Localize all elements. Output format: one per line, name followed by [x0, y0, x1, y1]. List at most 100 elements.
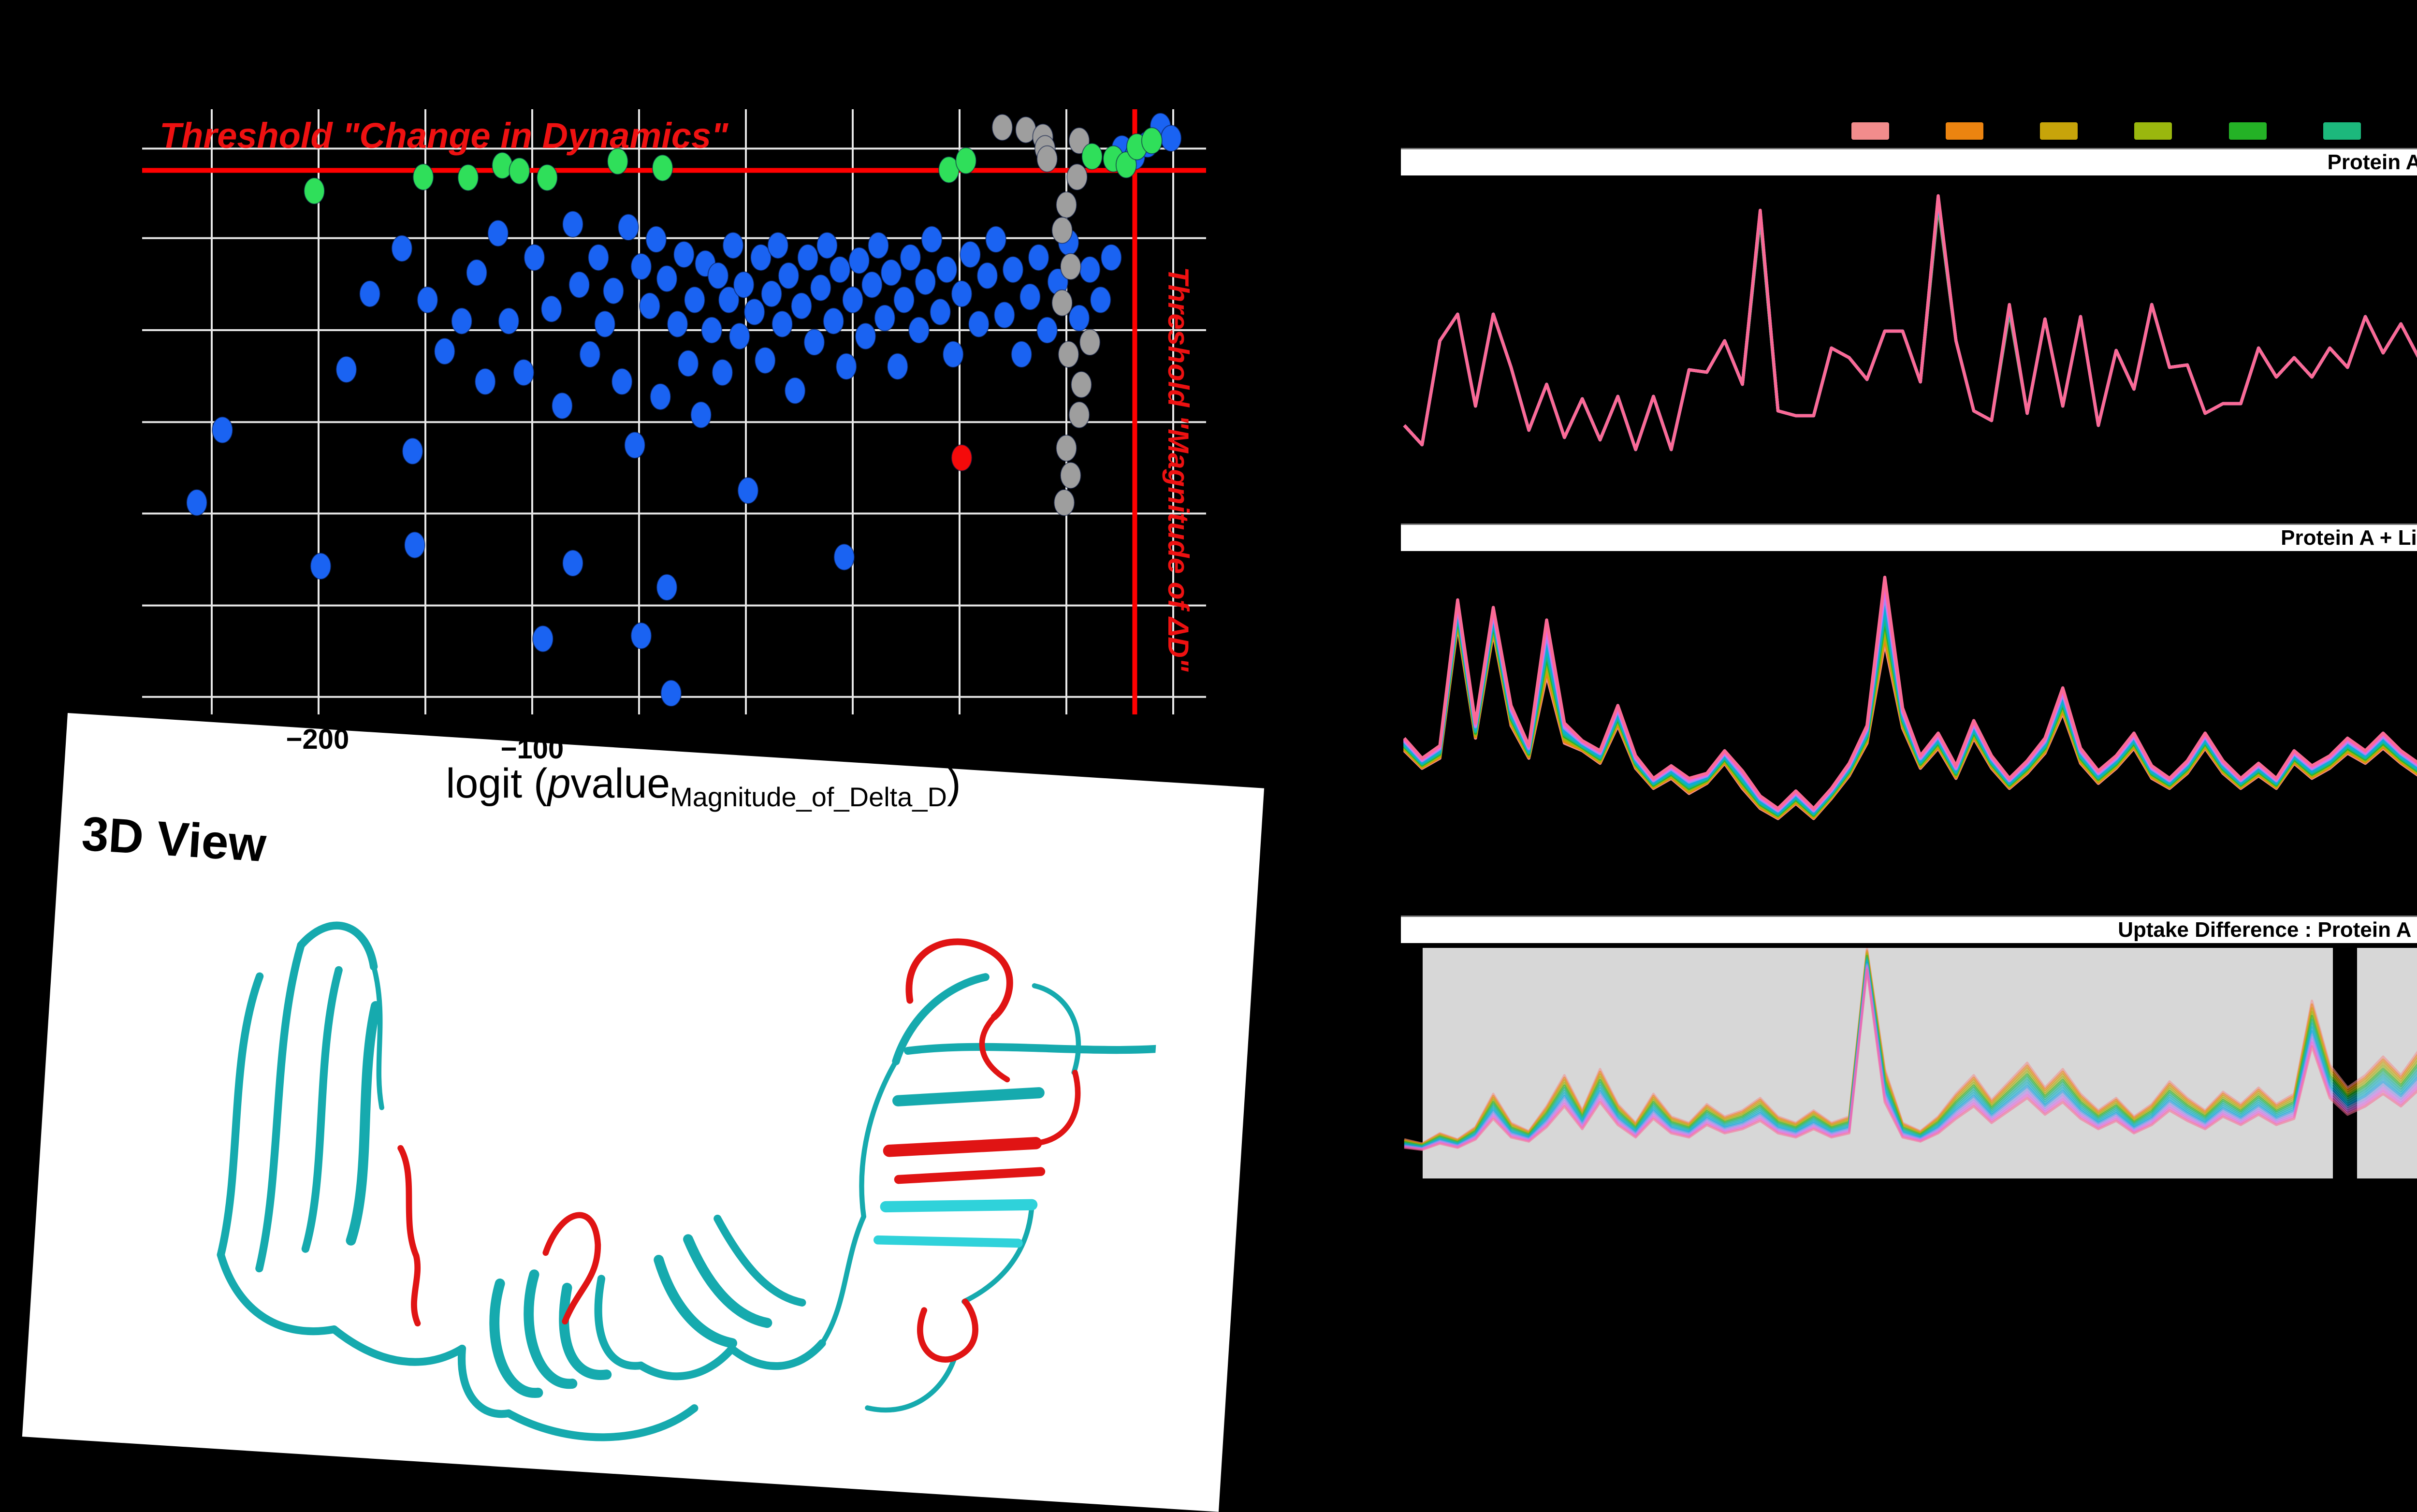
volcano-point-blue[interactable]	[310, 552, 332, 580]
volcano-point-blue[interactable]	[778, 262, 800, 290]
uptake-series-line-10[interactable]	[1404, 963, 2417, 1151]
volcano-point-gray[interactable]	[1051, 217, 1073, 244]
volcano-point-blue[interactable]	[451, 307, 473, 335]
uptake-series-line-13[interactable]	[1404, 968, 2417, 1152]
uptake-series-line-1[interactable]	[1403, 204, 2417, 462]
volcano-point-blue[interactable]	[684, 286, 705, 314]
volcano-point-gray[interactable]	[1056, 191, 1077, 218]
volcano-point-blue[interactable]	[993, 301, 1015, 329]
volcano-point-blue[interactable]	[391, 234, 413, 262]
volcano-point-blue[interactable]	[690, 401, 712, 429]
volcano-point-green[interactable]	[1115, 151, 1137, 179]
volcano-point-blue[interactable]	[1019, 283, 1041, 311]
volcano-point-blue[interactable]	[404, 531, 425, 559]
volcano-point-blue[interactable]	[673, 241, 695, 268]
volcano-point-blue[interactable]	[718, 286, 740, 314]
volcano-point-blue[interactable]	[639, 292, 661, 320]
volcano-point-blue[interactable]	[532, 625, 554, 653]
volcano-point-blue[interactable]	[900, 244, 921, 271]
volcano-point-blue[interactable]	[551, 392, 573, 420]
volcano-point-green[interactable]	[607, 147, 628, 175]
volcano-point-blue[interactable]	[761, 280, 783, 307]
volcano-point-blue[interactable]	[630, 622, 652, 650]
volcano-point-blue[interactable]	[579, 341, 601, 368]
volcano-point-green[interactable]	[509, 157, 530, 185]
volcano-point-blue[interactable]	[701, 316, 723, 344]
volcano-point-blue[interactable]	[1079, 256, 1101, 283]
volcano-point-blue[interactable]	[842, 286, 863, 314]
volcano-point-gray[interactable]	[1060, 462, 1081, 489]
volcano-point-blue[interactable]	[733, 271, 755, 299]
volcano-point-blue[interactable]	[868, 232, 889, 259]
volcano-point-green[interactable]	[652, 154, 673, 182]
uptake-chart-protein-a[interactable]	[1401, 175, 2417, 521]
volcano-point-blue[interactable]	[417, 286, 438, 314]
volcano-point-blue[interactable]	[790, 292, 812, 320]
volcano-point-blue[interactable]	[921, 226, 943, 253]
volcano-point-blue[interactable]	[823, 307, 844, 335]
uptake-series-line-5[interactable]	[1404, 955, 2417, 1149]
volcano-point-blue[interactable]	[848, 247, 870, 274]
volcano-point-blue[interactable]	[611, 368, 633, 395]
volcano-point-blue[interactable]	[728, 322, 750, 350]
volcano-point-gray[interactable]	[1068, 401, 1090, 429]
volcano-point-blue[interactable]	[540, 295, 562, 323]
volcano-point-blue[interactable]	[650, 383, 671, 410]
volcano-point-blue[interactable]	[960, 241, 981, 268]
volcano-point-blue[interactable]	[335, 356, 357, 383]
volcano-point-blue[interactable]	[833, 543, 855, 571]
volcano-point-blue[interactable]	[737, 477, 759, 504]
volcano-point-blue[interactable]	[880, 259, 902, 287]
uptake-series-line-8[interactable]	[1404, 960, 2417, 1150]
legend-dash-2[interactable]	[1946, 122, 1984, 140]
volcano-point-green[interactable]	[412, 163, 434, 191]
uptake-series-line-9[interactable]	[1404, 961, 2417, 1150]
volcano-point-gray[interactable]	[1066, 163, 1088, 191]
volcano-point-green[interactable]	[1081, 143, 1103, 170]
volcano-point-gray[interactable]	[1056, 435, 1077, 462]
volcano-point-gray[interactable]	[991, 114, 1013, 141]
volcano-point-blue[interactable]	[936, 256, 958, 283]
uptake-series-line-6[interactable]	[1404, 956, 2417, 1149]
volcano-point-blue[interactable]	[930, 298, 951, 326]
volcano-point-blue[interactable]	[855, 322, 876, 350]
legend-dash-3[interactable]	[2040, 122, 2078, 140]
volcano-point-blue[interactable]	[562, 210, 583, 238]
uptake-series-line-13[interactable]	[1403, 560, 2417, 810]
volcano-point-blue[interactable]	[784, 377, 806, 405]
volcano-point-blue[interactable]	[915, 268, 936, 295]
volcano-point-blue[interactable]	[667, 310, 688, 338]
panel-3d-view[interactable]: 3D View	[22, 713, 1265, 1512]
volcano-plot[interactable]	[97, 73, 1281, 749]
volcano-point-blue[interactable]	[656, 265, 678, 292]
volcano-point-gray[interactable]	[1060, 253, 1081, 280]
volcano-point-green[interactable]	[457, 164, 479, 191]
volcano-point-blue[interactable]	[1036, 316, 1058, 344]
volcano-point-green[interactable]	[304, 177, 325, 205]
volcano-point-blue[interactable]	[359, 280, 381, 307]
volcano-point-blue[interactable]	[1068, 304, 1090, 332]
volcano-point-green[interactable]	[536, 164, 558, 191]
uptake-series-line-3[interactable]	[1404, 951, 2417, 1149]
volcano-point-blue[interactable]	[466, 259, 488, 287]
volcano-point-blue[interactable]	[816, 232, 838, 259]
volcano-point-blue[interactable]	[985, 226, 1007, 253]
volcano-point-blue[interactable]	[874, 304, 896, 332]
volcano-point-green[interactable]	[1141, 127, 1163, 155]
uptake-series-line-1[interactable]	[1403, 623, 2417, 820]
volcano-point-green[interactable]	[955, 147, 977, 174]
volcano-point-blue[interactable]	[524, 244, 545, 271]
volcano-point-blue[interactable]	[829, 256, 851, 283]
volcano-point-gray[interactable]	[1053, 489, 1075, 516]
volcano-point-blue[interactable]	[677, 349, 699, 377]
volcano-point-blue[interactable]	[1090, 286, 1111, 314]
volcano-point-blue[interactable]	[810, 274, 831, 302]
volcano-point-blue[interactable]	[630, 253, 652, 280]
uptake-series-line-11[interactable]	[1404, 965, 2417, 1151]
volcano-point-blue[interactable]	[976, 262, 998, 290]
volcano-point-blue[interactable]	[660, 680, 682, 707]
volcano-point-blue[interactable]	[1028, 244, 1049, 271]
volcano-point-blue[interactable]	[951, 280, 973, 307]
volcano-point-blue[interactable]	[656, 574, 678, 601]
protein-structure[interactable]	[134, 870, 1164, 1492]
